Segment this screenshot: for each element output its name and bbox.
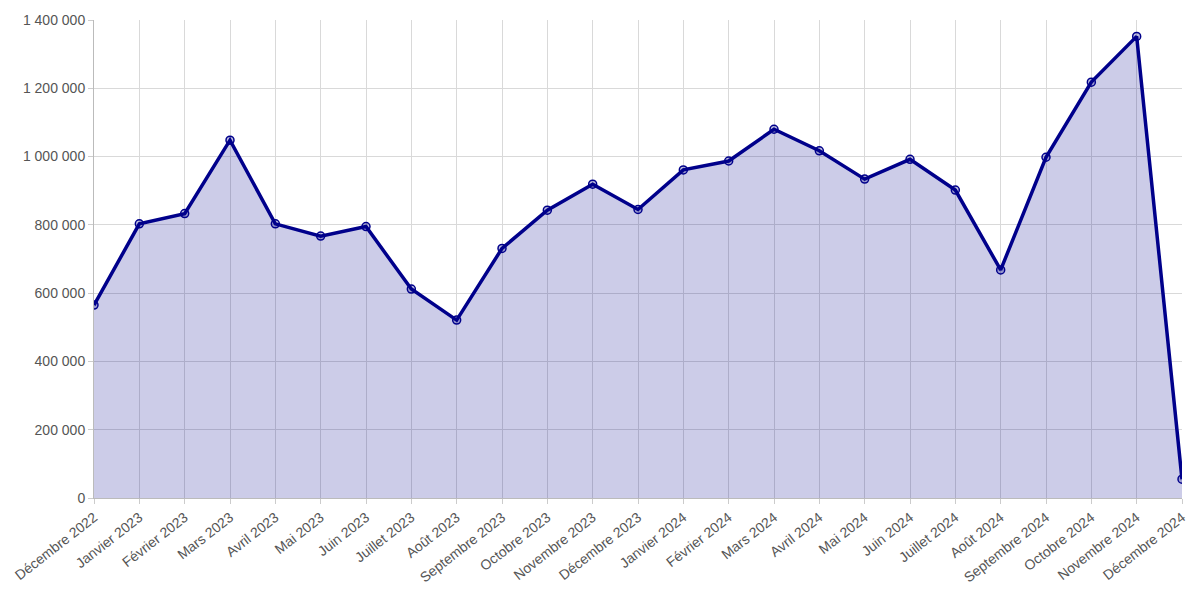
svg-text:Décembre 2022: Décembre 2022: [12, 509, 101, 583]
svg-text:Décembre 2023: Décembre 2023: [556, 509, 645, 583]
svg-text:1 400 000: 1 400 000: [23, 12, 85, 28]
svg-text:Février 2024: Février 2024: [663, 509, 735, 570]
svg-text:Novembre 2024: Novembre 2024: [1054, 509, 1143, 583]
svg-text:Septembre 2023: Septembre 2023: [417, 509, 509, 585]
svg-text:Avril 2023: Avril 2023: [223, 509, 282, 560]
svg-text:Juillet 2023: Juillet 2023: [352, 509, 418, 565]
svg-text:Août 2024: Août 2024: [947, 509, 1007, 561]
svg-text:Mars 2024: Mars 2024: [718, 509, 780, 562]
svg-text:Décembre 2024: Décembre 2024: [1100, 509, 1189, 583]
svg-text:Juin 2024: Juin 2024: [858, 509, 916, 559]
svg-text:Août 2023: Août 2023: [403, 509, 463, 561]
svg-text:Octobre 2024: Octobre 2024: [1021, 509, 1098, 574]
svg-text:Octobre 2023: Octobre 2023: [477, 509, 554, 574]
svg-text:Janvier 2024: Janvier 2024: [616, 509, 689, 571]
svg-text:Janvier 2023: Janvier 2023: [72, 509, 145, 571]
svg-text:Mars 2023: Mars 2023: [174, 509, 236, 562]
svg-text:Juillet 2024: Juillet 2024: [896, 509, 962, 565]
svg-text:Février 2023: Février 2023: [119, 509, 191, 570]
svg-text:Mai 2023: Mai 2023: [272, 509, 327, 557]
svg-text:Mai 2024: Mai 2024: [816, 509, 871, 557]
svg-text:0: 0: [77, 490, 85, 506]
svg-text:600 000: 600 000: [35, 285, 86, 301]
svg-text:Septembre 2024: Septembre 2024: [961, 509, 1053, 585]
svg-text:Avril 2024: Avril 2024: [767, 509, 826, 560]
svg-text:1 000 000: 1 000 000: [23, 148, 85, 164]
svg-text:200 000: 200 000: [35, 422, 86, 438]
svg-text:800 000: 800 000: [35, 217, 86, 233]
svg-text:Juin 2023: Juin 2023: [314, 509, 372, 559]
svg-text:1 200 000: 1 200 000: [23, 80, 85, 96]
svg-text:Novembre 2023: Novembre 2023: [510, 509, 599, 583]
svg-text:400 000: 400 000: [35, 353, 86, 369]
